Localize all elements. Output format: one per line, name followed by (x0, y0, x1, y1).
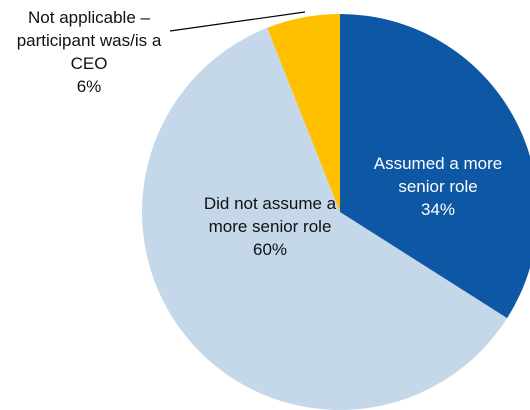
category-label: Did not assume a more senior role (203, 194, 337, 236)
slice-label: Did not assume a more senior role 60% (190, 192, 350, 261)
value-label: 6% (76, 77, 102, 96)
slice-label: Not applicable – participant was/is a CE… (14, 6, 164, 98)
pie-slice (267, 14, 340, 212)
slice-label: Assumed a more senior role 34% (372, 152, 504, 221)
category-label: Assumed a more senior role (373, 154, 503, 196)
category-label: Not applicable – participant was/is a CE… (16, 8, 162, 73)
leader-line (169, 11, 306, 32)
pie-slice (340, 14, 530, 319)
pie-slice (142, 27, 508, 410)
value-label: 34% (420, 200, 456, 219)
value-label: 60% (252, 240, 288, 259)
